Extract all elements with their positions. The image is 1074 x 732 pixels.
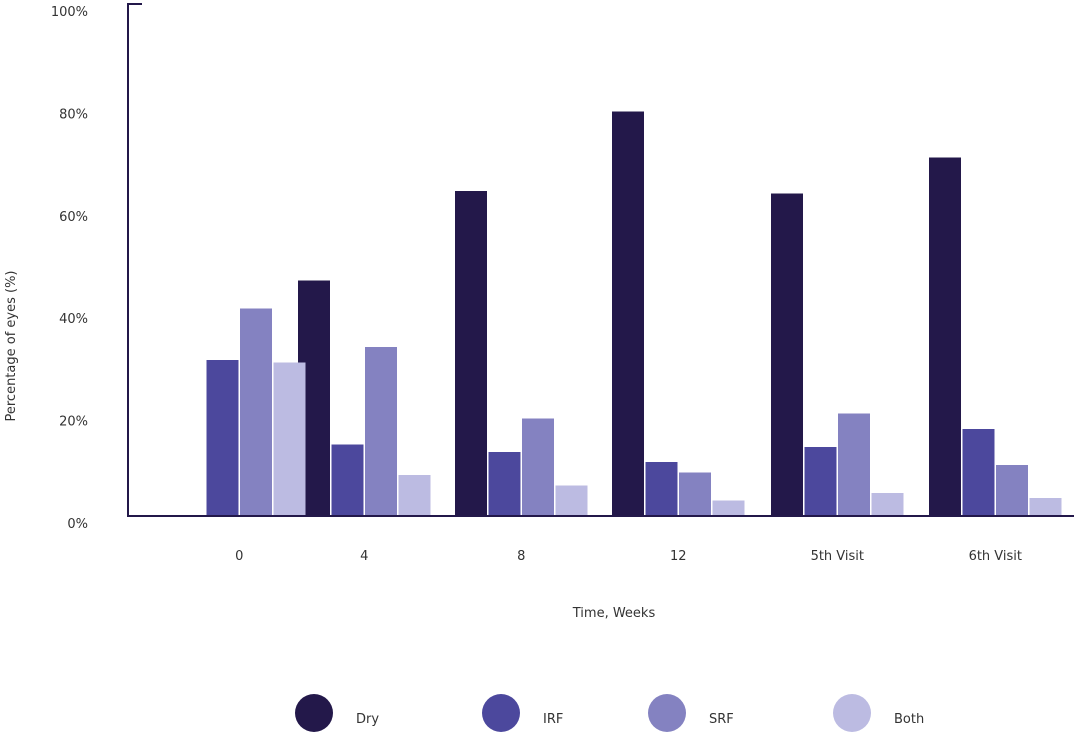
bar-srf-1 xyxy=(365,347,397,516)
bar-both-4 xyxy=(871,493,904,516)
legend-label: Both xyxy=(894,712,924,727)
legend-swatch xyxy=(648,694,686,732)
bar-both-2 xyxy=(555,485,588,516)
x-tick-label: 0 xyxy=(235,549,243,564)
bar-both-3 xyxy=(712,500,745,516)
bar-dry-3 xyxy=(612,111,644,516)
bar-irf-4 xyxy=(804,446,837,516)
bar-both-5 xyxy=(1029,498,1062,516)
legend-item-both: Both xyxy=(833,694,924,732)
legend: Dry IRF SRF Both xyxy=(295,694,924,732)
legend-swatch xyxy=(295,694,333,732)
bar-srf-5 xyxy=(996,464,1028,516)
bar-both-1 xyxy=(398,475,431,516)
legend-item-dry: Dry xyxy=(295,694,379,732)
legend-item-irf: IRF xyxy=(482,694,563,732)
legend-swatch xyxy=(833,694,871,732)
x-tick-label: 5th Visit xyxy=(811,549,864,564)
legend-item-srf: SRF xyxy=(648,694,734,732)
x-tick-label: 12 xyxy=(670,549,687,564)
legend-label: Dry xyxy=(356,712,379,727)
bars xyxy=(206,111,1062,516)
x-axis-ticks: 0 4 8 12 5th Visit 6th Visit xyxy=(235,549,1022,564)
bar-srf-2 xyxy=(522,418,554,516)
legend-swatch xyxy=(482,694,520,732)
x-tick-label: 4 xyxy=(360,549,368,564)
legend-label: IRF xyxy=(543,712,563,727)
legend-label: SRF xyxy=(709,712,734,727)
bar-srf-3 xyxy=(679,472,711,516)
y-tick-label: 0% xyxy=(67,517,88,532)
bar-both-0 xyxy=(273,362,306,516)
bar-irf-3 xyxy=(645,462,678,516)
bar-irf-2 xyxy=(488,452,521,516)
bar-srf-4 xyxy=(838,413,870,516)
bar-dry-5 xyxy=(929,157,961,516)
bar-irf-0 xyxy=(206,359,239,516)
y-tick-label: 100% xyxy=(51,5,88,20)
y-tick-label: 80% xyxy=(59,107,88,122)
x-tick-label: 8 xyxy=(517,549,525,564)
y-tick-label: 60% xyxy=(59,210,88,225)
x-axis-title: Time, Weeks xyxy=(572,606,656,621)
bar-irf-1 xyxy=(331,444,364,516)
bar-dry-2 xyxy=(455,190,487,516)
x-tick-label: 6th Visit xyxy=(969,549,1022,564)
y-axis-title: Percentage of eyes (%) xyxy=(4,270,19,421)
bar-irf-5 xyxy=(962,429,995,516)
y-tick-label: 40% xyxy=(59,312,88,327)
y-axis-ticks: 0% 20% 40% 60% 80% 100% xyxy=(51,5,88,532)
bar-dry-4 xyxy=(771,193,803,516)
y-tick-label: 20% xyxy=(59,415,88,430)
bar-srf-0 xyxy=(240,308,272,516)
